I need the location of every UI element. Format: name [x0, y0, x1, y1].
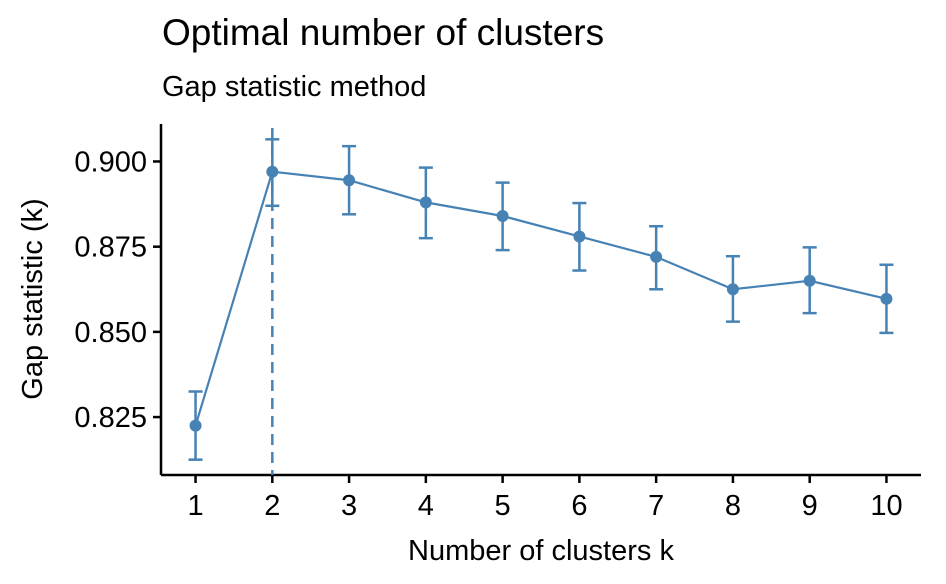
chart-title: Optimal number of clusters [162, 12, 605, 53]
data-point [343, 174, 356, 187]
x-tick-label: 9 [802, 490, 818, 522]
chart-subtitle: Gap statistic method [162, 71, 427, 103]
x-tick-label: 1 [187, 490, 203, 522]
data-point [573, 230, 586, 243]
x-ticks: 1 2 3 4 5 6 7 8 9 10 [187, 475, 903, 522]
y-tick-label: 0.900 [74, 146, 147, 178]
data-point [650, 250, 663, 263]
x-tick-label: 8 [725, 490, 741, 522]
data-point [266, 165, 279, 178]
y-tick-label: 0.850 [74, 317, 147, 349]
data-point [803, 274, 816, 287]
data-point [880, 292, 893, 305]
y-tick-label: 0.825 [74, 402, 147, 434]
y-axis-title: Gap statistic (k) [17, 198, 49, 399]
gap-statistic-line [194, 170, 887, 426]
y-tick-label: 0.875 [74, 232, 147, 264]
x-tick-label: 2 [264, 490, 280, 522]
x-tick-label: 7 [648, 490, 664, 522]
x-tick-label: 3 [341, 490, 357, 522]
data-point [419, 196, 432, 209]
data-point [496, 210, 509, 223]
x-tick-label: 10 [870, 490, 902, 522]
x-tick-label: 5 [495, 490, 511, 522]
data-points [189, 165, 893, 432]
data-point [726, 283, 739, 296]
x-axis-title: Number of clusters k [408, 535, 674, 567]
y-ticks: 0.825 0.850 0.875 0.900 [74, 146, 161, 434]
x-tick-label: 6 [571, 490, 587, 522]
error-bars [188, 138, 894, 461]
x-tick-label: 4 [418, 490, 434, 522]
data-point [189, 419, 202, 432]
